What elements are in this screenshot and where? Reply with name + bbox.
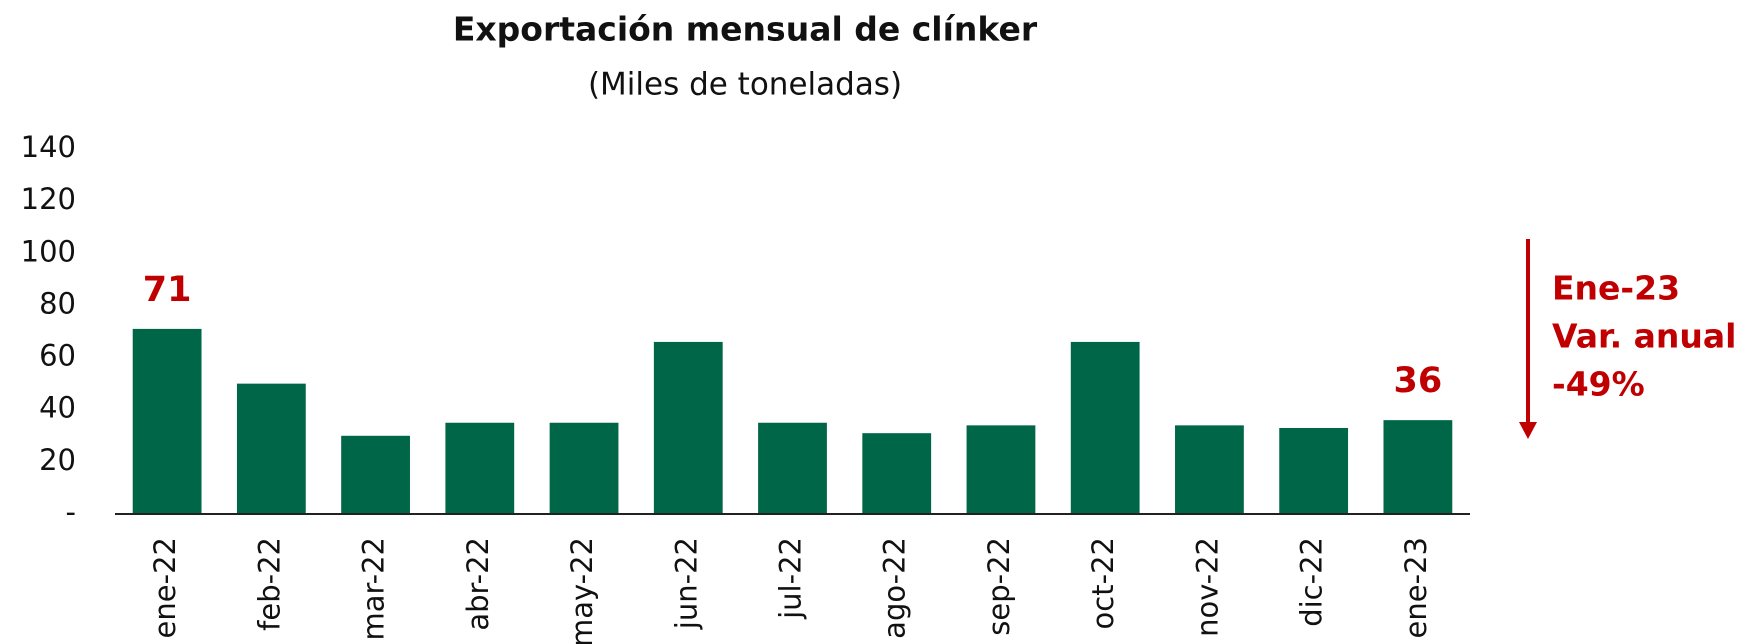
x-tick-label: ene-22	[148, 537, 182, 638]
data-label: 71	[143, 270, 192, 310]
x-tick-label: ene-23	[1399, 537, 1433, 638]
bar	[862, 433, 932, 514]
y-tick-label: 80	[39, 286, 76, 320]
bar	[1070, 341, 1140, 514]
y-tick-label: 100	[21, 234, 76, 268]
bar	[653, 341, 723, 514]
bar	[341, 435, 410, 514]
x-tick-label: abr-22	[461, 537, 495, 631]
y-tick-label: 40	[39, 391, 76, 425]
x-tick-label: sep-22	[982, 537, 1016, 636]
bar	[1175, 425, 1244, 514]
bar	[132, 328, 202, 514]
bar	[758, 422, 827, 514]
bar	[1383, 420, 1453, 514]
x-tick-label: feb-22	[252, 537, 286, 631]
y-tick-label: 140	[21, 130, 76, 164]
bar	[1279, 427, 1349, 514]
x-tick-label: may-22	[565, 537, 599, 644]
x-tick-label: jun-22	[669, 537, 703, 630]
annotation-arrowhead	[1519, 422, 1537, 439]
y-tick-label: -	[66, 495, 76, 529]
annotation: Var. anual	[1552, 317, 1736, 356]
y-tick-label: 120	[21, 182, 76, 216]
annotation: Ene-23	[1552, 269, 1680, 308]
x-tick-label: mar-22	[357, 537, 391, 640]
bar	[549, 422, 619, 514]
chart-subtitle: (Miles de toneladas)	[588, 67, 902, 103]
y-tick-label: 60	[39, 339, 76, 373]
x-tick-label: jul-22	[774, 537, 808, 620]
annotation: -49%	[1552, 365, 1645, 404]
chart-title: Exportación mensual de clínker	[453, 10, 1038, 49]
bar	[236, 383, 306, 514]
bar	[445, 422, 515, 514]
x-tick-label: nov-22	[1190, 537, 1224, 637]
bar	[966, 425, 1036, 514]
x-tick-label: ago-22	[878, 537, 912, 639]
data-label: 36	[1394, 361, 1443, 401]
y-tick-label: 20	[39, 443, 76, 477]
x-tick-label: oct-22	[1086, 537, 1120, 629]
x-tick-label: dic-22	[1295, 537, 1329, 627]
